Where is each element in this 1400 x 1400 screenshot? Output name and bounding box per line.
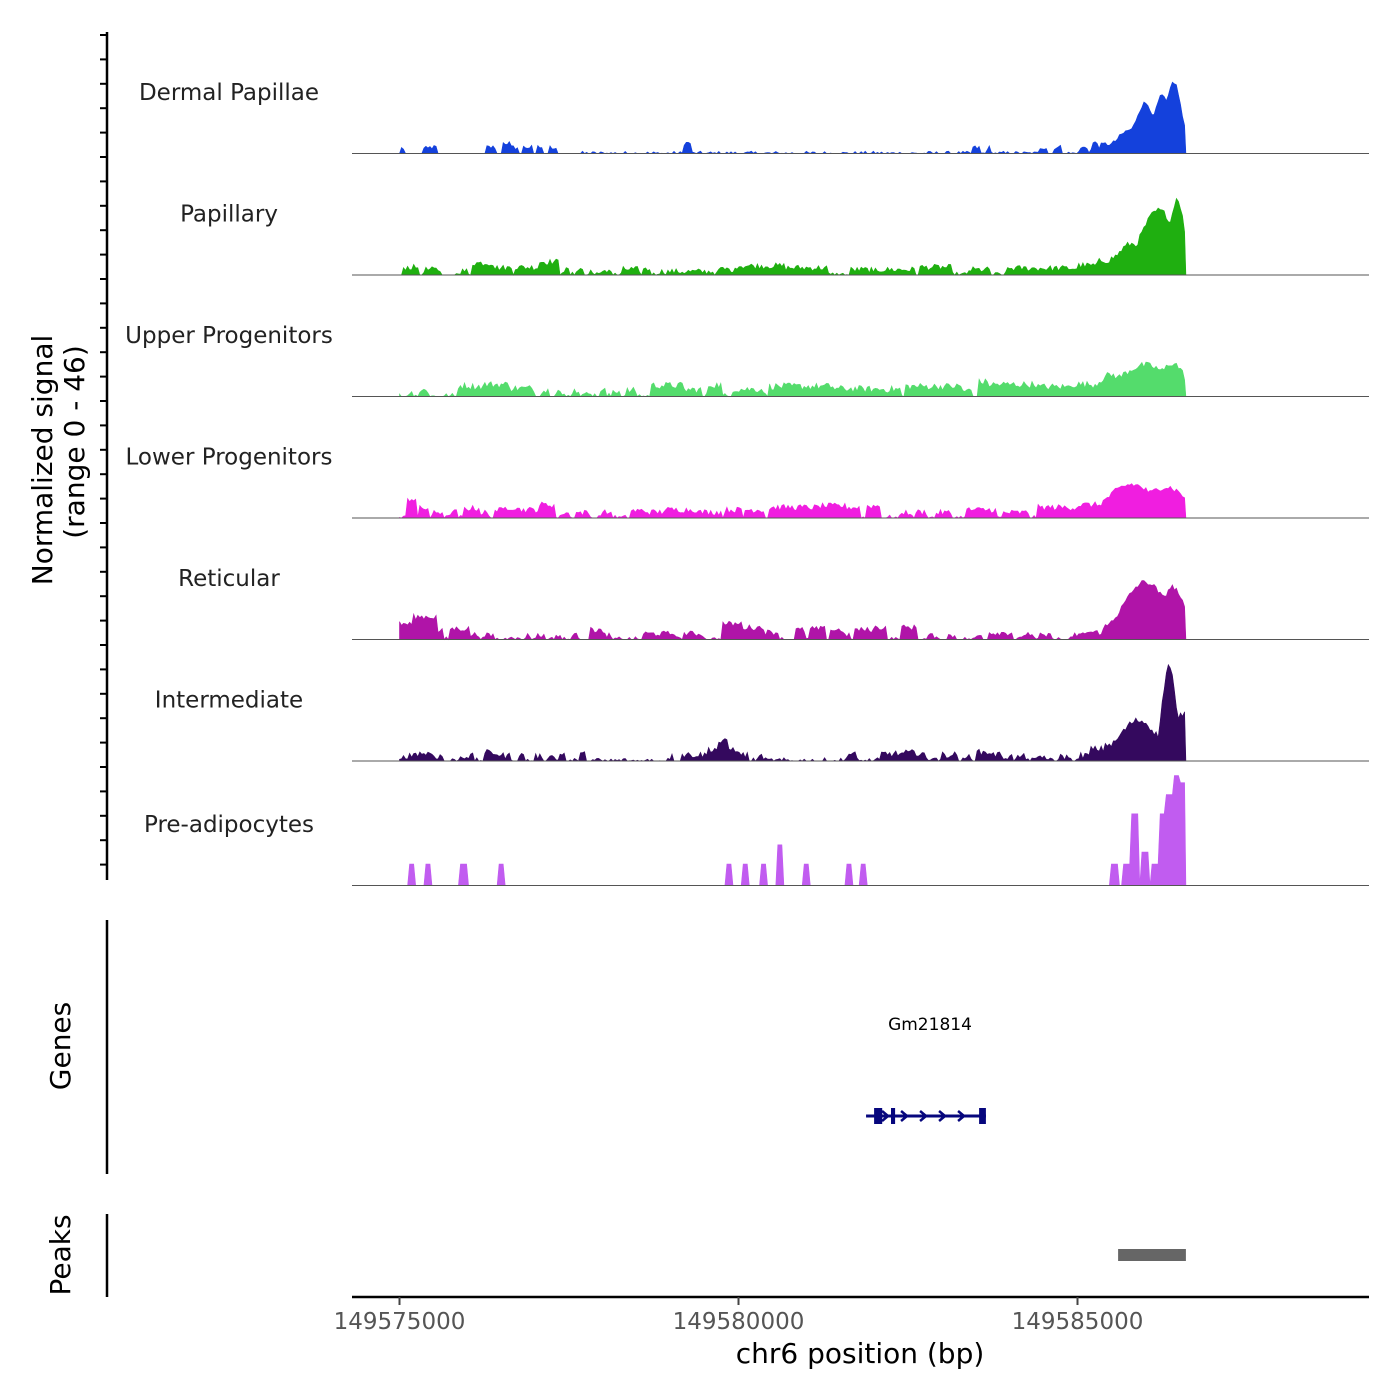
coverage-y-axis <box>100 32 109 880</box>
gene-exon <box>874 1108 883 1124</box>
y-axis-subtitle: (range 0 - 46) <box>58 345 91 539</box>
coverage-area <box>399 197 1187 276</box>
gene-exon <box>891 1108 896 1124</box>
track-label: Intermediate <box>155 688 303 714</box>
x-tick-label: 149585000 <box>1012 1309 1144 1335</box>
track-pre-adipocytes: Pre-adipocytes <box>144 775 1369 886</box>
coverage-area <box>399 663 1187 762</box>
track-label: Pre-adipocytes <box>144 812 314 838</box>
track-intermediate: Intermediate <box>155 663 1369 762</box>
coverage-area <box>399 580 1187 641</box>
track-label: Upper Progenitors <box>125 323 333 349</box>
gene-track <box>866 1108 986 1124</box>
gene-label: Gm21814 <box>888 1015 972 1035</box>
x-tick-label: 149575000 <box>334 1309 466 1335</box>
strand-arrow <box>881 1110 891 1122</box>
peak-region <box>1118 1249 1186 1261</box>
peaks-panel-title: Peaks <box>44 1214 77 1295</box>
x-axis-ticks: 149575000 149580000 149585000 <box>334 1297 1144 1335</box>
x-axis-title: chr6 position (bp) <box>736 1337 985 1370</box>
track-label: Reticular <box>178 566 280 592</box>
track-label: Papillary <box>180 202 278 228</box>
x-tick-label: 149580000 <box>673 1309 805 1335</box>
track-lower-progenitors: Lower Progenitors <box>126 445 1369 519</box>
track-label: Dermal Papillae <box>139 80 319 106</box>
track-dermal-papillae: Dermal Papillae <box>139 80 1369 154</box>
genes-panel-title: Genes <box>44 1002 77 1090</box>
strand-arrow <box>900 1110 910 1122</box>
strand-arrow <box>938 1110 948 1122</box>
coverage-area <box>399 483 1187 519</box>
gene-exon <box>979 1108 986 1124</box>
track-upper-progenitors: Upper Progenitors <box>125 323 1369 398</box>
track-reticular: Reticular <box>178 566 1369 641</box>
coverage-area <box>399 361 1187 398</box>
coverage-tracks: Dermal Papillae Papillary Upper Progenitor… <box>125 80 1369 886</box>
coverage-area <box>399 775 1187 886</box>
peak-track <box>1118 1249 1186 1261</box>
track-label: Lower Progenitors <box>126 445 333 471</box>
coverage-area <box>399 81 1187 154</box>
strand-arrow <box>957 1110 967 1122</box>
y-axis-title: Normalized signal <box>26 335 59 586</box>
strand-arrow <box>919 1110 929 1122</box>
track-papillary: Papillary <box>180 197 1369 276</box>
